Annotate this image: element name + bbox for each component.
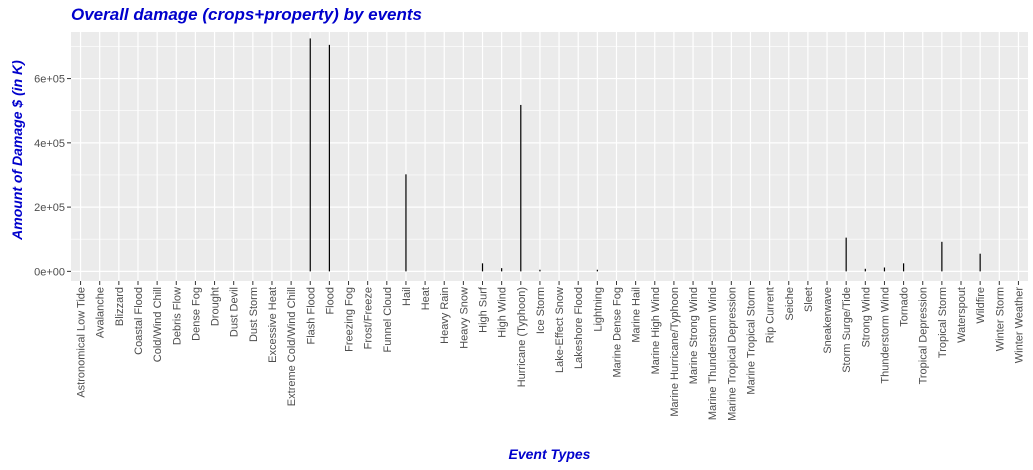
y-tick-label: 6e+05 xyxy=(34,74,65,86)
x-tick-label: Flood xyxy=(324,287,336,315)
bar xyxy=(328,44,330,272)
x-tick-label: Dust Devil xyxy=(229,287,241,337)
x-tick-label: High Surf xyxy=(478,286,490,333)
bar xyxy=(979,253,981,272)
bar xyxy=(845,237,847,272)
x-tick-label: Funnel Cloud xyxy=(382,287,394,352)
x-tick-label: Lightning xyxy=(592,287,604,332)
x-tick-label: Coastal Flood xyxy=(133,287,145,355)
x-tick-label: Astronomical Low Tide xyxy=(76,287,88,398)
bar xyxy=(481,263,484,272)
x-tick-label: Blizzard xyxy=(114,287,126,326)
x-tick-label: Heavy Snow xyxy=(458,287,470,349)
x-tick-label: Marine Tropical Storm xyxy=(745,287,757,395)
bar xyxy=(539,269,541,272)
x-tick-label: Hurricane (Typhoon) xyxy=(516,287,528,387)
x-tick-label: Strong Wind xyxy=(860,287,872,348)
x-tick-label: Thunderstorm Wind xyxy=(879,287,891,384)
x-tick-label: Seiche xyxy=(784,287,796,321)
x-tick-label: Sleet xyxy=(803,287,815,312)
x-tick-label: Tropical Storm xyxy=(937,287,949,358)
bar xyxy=(405,174,407,272)
x-tick-label: Waterspout xyxy=(956,287,968,343)
x-tick-label: Dust Storm xyxy=(248,287,260,342)
x-tick-label: Sneakerwave xyxy=(822,287,834,354)
bar xyxy=(596,269,598,272)
bar xyxy=(883,267,886,272)
x-tick-label: Cold/Wind Chill xyxy=(152,287,164,362)
x-tick-label: Winter Storm xyxy=(994,287,1006,351)
x-tick-label: Freezing Fog xyxy=(344,287,356,352)
x-tick-label: Rip Current xyxy=(765,287,777,343)
x-tick-label: Hail xyxy=(401,287,413,306)
x-tick-label: Storm Surge/Tide xyxy=(841,287,853,373)
x-tick-label: Tropical Depression xyxy=(918,287,930,384)
x-tick-label: Lakeshore Flood xyxy=(573,287,585,369)
y-tick-label: 2e+05 xyxy=(34,202,65,214)
x-tick-label: Lake-Effect Snow xyxy=(554,287,566,373)
x-tick-label: Flash Flood xyxy=(305,287,317,344)
y-tick-label: 0e+00 xyxy=(34,266,65,278)
x-tick-label: Tornado xyxy=(899,287,911,327)
x-tick-label: Heat xyxy=(420,287,432,310)
bar xyxy=(864,268,866,272)
bar xyxy=(309,38,311,272)
x-tick-label: Drought xyxy=(210,287,222,326)
bar xyxy=(501,268,503,272)
x-tick-label: Dense Fog xyxy=(190,287,202,341)
x-tick-label: Marine Dense Fog xyxy=(611,287,623,378)
x-tick-label: Wildfire xyxy=(975,287,987,324)
x-tick-label: Frost/Freeze xyxy=(363,287,375,349)
x-tick-label: Excessive Heat xyxy=(267,287,279,363)
x-tick-label: Debris Flow xyxy=(171,287,183,345)
x-tick-label: High Wind xyxy=(497,287,509,338)
x-tick-label: Marine Tropical Depression xyxy=(726,287,738,421)
x-tick-label: Marine Hurricane/Typhoon xyxy=(669,287,681,417)
x-tick-label: Extreme Cold/Wind Chill xyxy=(286,287,298,406)
bar xyxy=(902,263,905,272)
x-tick-label: Marine High Wind xyxy=(650,287,662,374)
x-tick-label: Ice Storm xyxy=(535,287,547,334)
x-tick-label: Marine Strong Wind xyxy=(688,287,700,384)
bar xyxy=(941,241,943,272)
x-axis-label: Event Types xyxy=(508,446,591,462)
y-tick-label: 4e+05 xyxy=(34,138,65,150)
x-tick-label: Marine Thunderstorm Wind xyxy=(707,287,719,420)
chart-title: Overall damage (crops+property) by event… xyxy=(71,5,422,24)
x-tick-label: Winter Weather xyxy=(1013,287,1025,364)
bar xyxy=(520,104,522,272)
x-tick-label: Avalanche xyxy=(95,287,107,338)
x-tick-label: Heavy Rain xyxy=(439,287,451,344)
x-tick-label: Marine Hail xyxy=(631,287,643,343)
